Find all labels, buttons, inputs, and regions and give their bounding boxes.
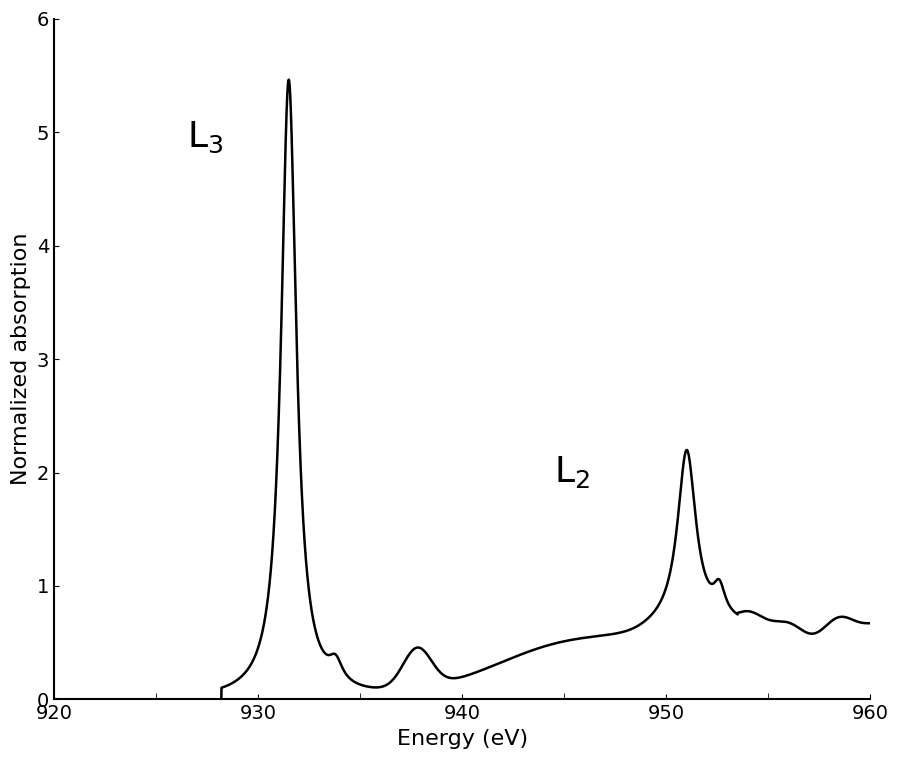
- Y-axis label: Normalized absorption: Normalized absorption: [11, 233, 32, 486]
- Text: L$_2$: L$_2$: [554, 454, 590, 489]
- X-axis label: Energy (eV): Energy (eV): [397, 729, 527, 749]
- Text: L$_3$: L$_3$: [186, 119, 223, 155]
